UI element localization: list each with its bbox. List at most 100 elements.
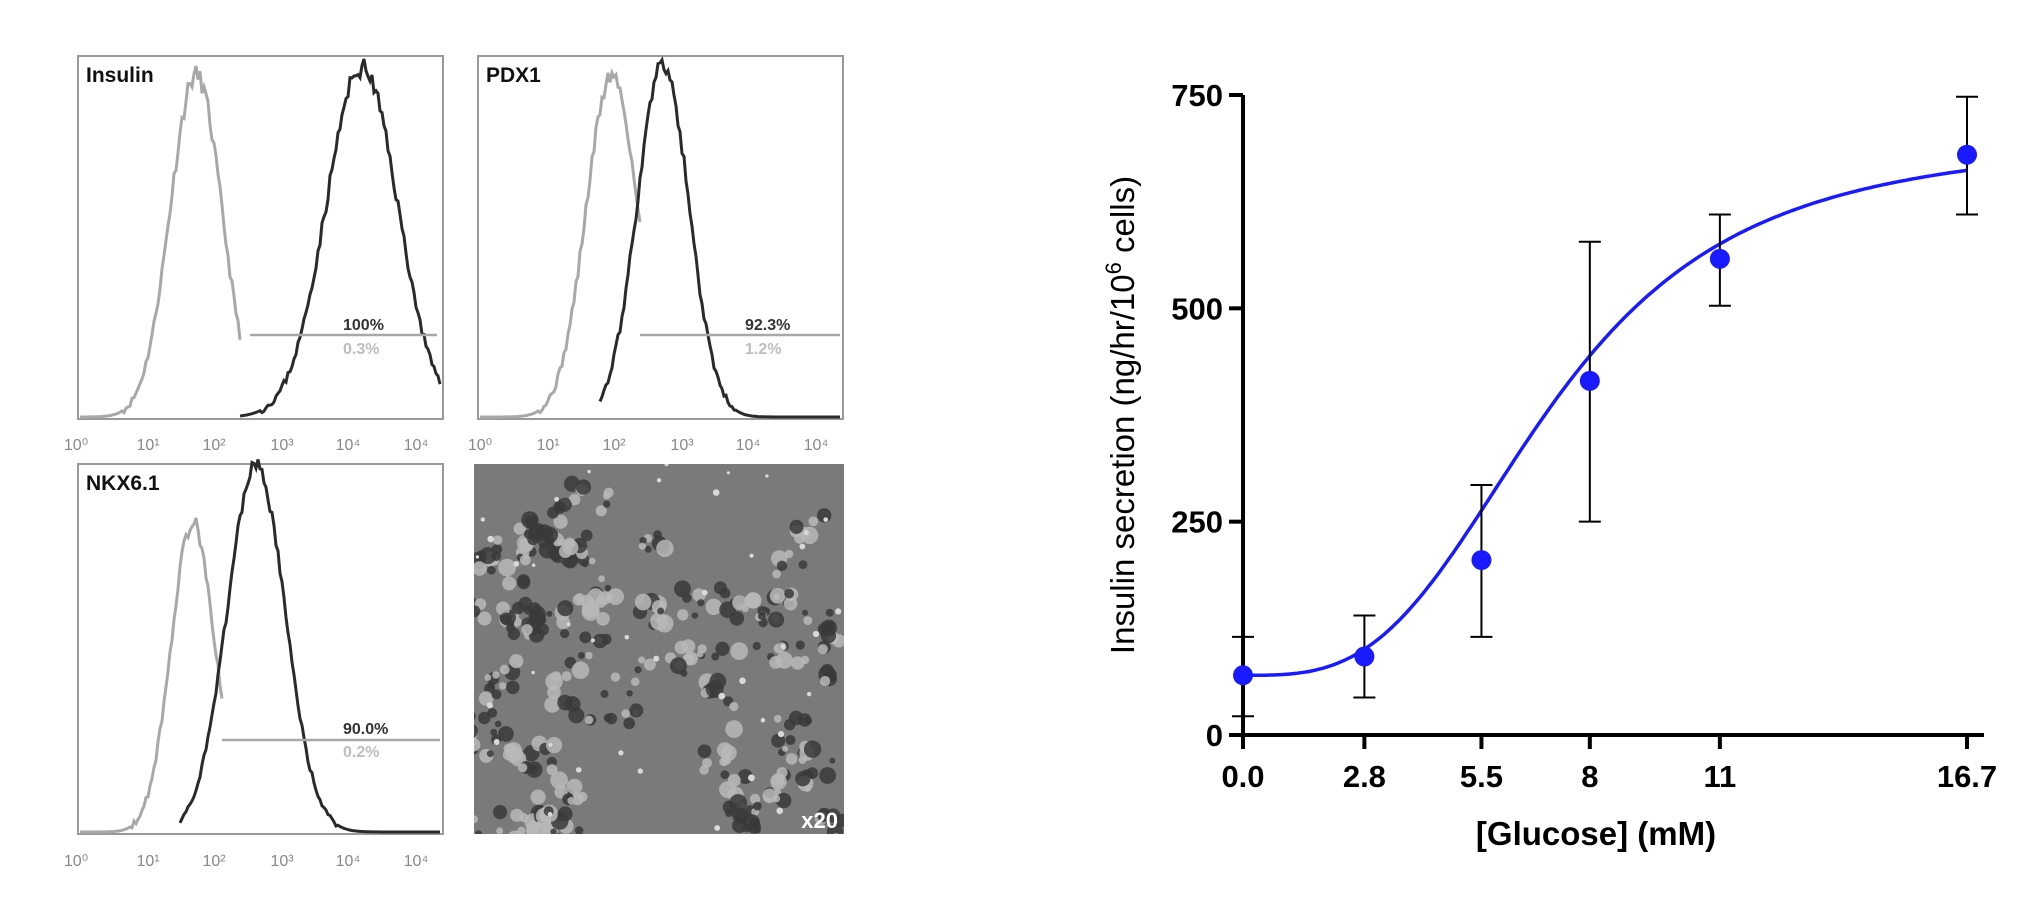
x-axis: 0.0 2.8 5.5 8 11 16.7	[1221, 735, 1997, 794]
cell	[547, 506, 559, 519]
debris	[575, 767, 582, 773]
cell	[553, 514, 568, 529]
cell	[474, 561, 487, 576]
y-axis-title: Insulin secretion (ng/hr/106 cells)	[1101, 176, 1141, 654]
cell	[715, 641, 730, 657]
cell	[752, 801, 762, 811]
cell	[544, 696, 561, 713]
cell	[634, 666, 642, 674]
cell	[592, 633, 608, 649]
cell	[795, 771, 811, 787]
cell	[772, 569, 781, 579]
cell	[462, 706, 473, 717]
data-point	[1471, 550, 1492, 571]
cell	[773, 593, 781, 601]
flow-panel-frame	[77, 463, 444, 835]
debris	[653, 655, 660, 662]
cell	[550, 771, 568, 789]
x-tick-label: 5.5	[1460, 759, 1503, 794]
cell	[603, 713, 613, 723]
positive-percentage: 90.0%	[343, 721, 388, 738]
cell	[803, 740, 822, 758]
cell	[820, 675, 831, 687]
debris	[532, 563, 536, 567]
cell	[730, 642, 749, 660]
cell	[697, 744, 712, 759]
cell	[720, 770, 730, 780]
cell	[798, 560, 808, 570]
flow-panel-nkx61: NKX6.1 90.0% 0.2% 10⁰ 10¹ 10² 10³ 10⁴ 10…	[64, 459, 444, 870]
cell	[826, 808, 841, 823]
x-tick-label: 10⁰	[64, 853, 88, 870]
cell	[510, 808, 524, 822]
x-tick-label: 2.8	[1343, 759, 1386, 794]
cell	[705, 680, 724, 698]
debris	[701, 589, 708, 596]
x-tick-label: 10⁴	[336, 437, 361, 454]
debris	[739, 677, 746, 685]
cell	[817, 622, 833, 637]
cell	[499, 682, 507, 690]
debris	[718, 692, 726, 700]
cell	[783, 596, 798, 611]
cell	[789, 519, 804, 535]
cell	[691, 612, 699, 619]
x-tick-label: 10²	[602, 437, 626, 454]
cell	[604, 593, 614, 602]
cell	[509, 654, 524, 669]
cell	[737, 769, 753, 785]
cell	[677, 609, 689, 621]
data-points	[1233, 144, 1977, 686]
x-tick-label: 10³	[270, 853, 294, 870]
debris	[656, 478, 662, 483]
x-tick-label: 10²	[202, 853, 226, 870]
debris	[806, 691, 812, 697]
cell	[575, 826, 584, 834]
cell	[550, 671, 562, 682]
cell	[595, 505, 607, 517]
cell	[492, 671, 500, 679]
cell	[775, 651, 793, 669]
cell	[474, 605, 481, 618]
control-histogram	[480, 68, 642, 419]
cell	[477, 611, 492, 626]
cell	[754, 826, 761, 834]
control-percentage: 0.3%	[343, 341, 379, 358]
cell	[639, 537, 647, 545]
cell	[775, 792, 792, 809]
x-axis-title: [Glucose] (mM)	[1476, 815, 1716, 852]
cell	[546, 756, 557, 768]
cell	[546, 610, 553, 617]
cell	[521, 624, 533, 636]
cell	[506, 746, 523, 762]
cell	[484, 674, 492, 681]
cell	[603, 500, 611, 508]
x-tick-label: 10⁴	[404, 853, 429, 870]
cell	[743, 814, 760, 831]
cell	[657, 607, 665, 615]
cell	[506, 680, 520, 695]
cell	[498, 726, 514, 742]
debris	[624, 634, 630, 640]
cell	[487, 708, 498, 718]
x-tick-label: 8	[1581, 759, 1598, 794]
cell	[564, 696, 581, 713]
cell	[845, 822, 860, 837]
cell	[785, 753, 798, 765]
cell	[808, 516, 819, 527]
cell	[656, 539, 674, 558]
cell	[772, 794, 781, 803]
cell	[518, 763, 528, 773]
debris	[475, 555, 480, 559]
y-tick-label: 0	[1206, 718, 1223, 753]
x-axis-ticks: 10⁰ 10¹ 10² 10³ 10⁴ 10⁴	[64, 853, 429, 870]
cell	[680, 669, 688, 677]
cell	[644, 545, 652, 553]
cell	[610, 672, 621, 682]
cell	[545, 837, 559, 851]
cell	[768, 611, 785, 628]
control-histogram	[80, 517, 224, 834]
debris	[749, 553, 754, 558]
debris	[480, 517, 485, 522]
x-tick-label: 11	[1703, 759, 1736, 794]
